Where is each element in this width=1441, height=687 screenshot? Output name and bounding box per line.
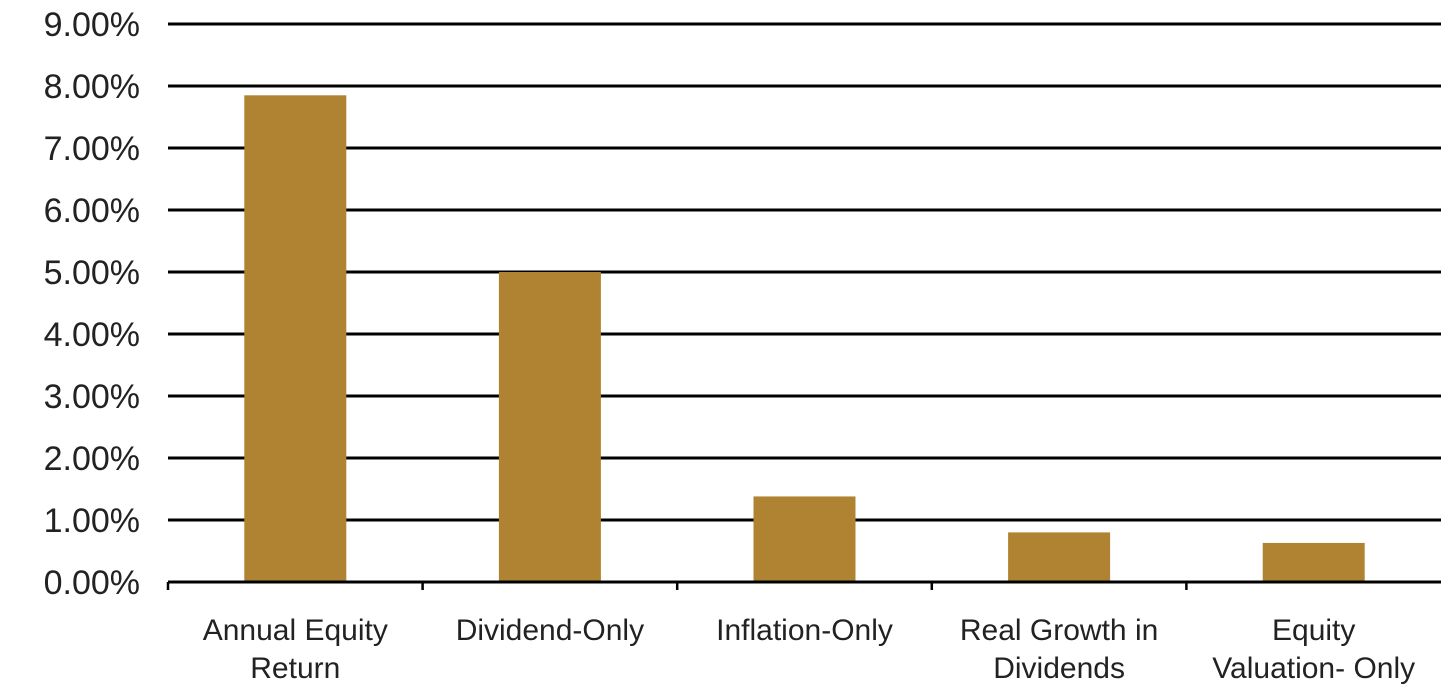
y-tick-label: 6.00% [44, 192, 140, 230]
x-category-label: Real Growth in Dividends [960, 614, 1158, 685]
y-tick-label: 9.00% [44, 6, 140, 44]
bar [498, 272, 601, 582]
y-tick-label: 7.00% [44, 130, 140, 168]
x-category-label: Inflation-Only [716, 614, 893, 647]
bars [244, 95, 1365, 583]
x-axis [166, 580, 1441, 590]
y-tick-label: 5.00% [44, 254, 140, 292]
x-axis-category-labels: Annual Equity Return Dividend-Only Inflatio… [203, 614, 1415, 685]
bar [753, 496, 856, 582]
y-tick-label: 0.00% [44, 564, 140, 602]
bar [1008, 532, 1111, 582]
y-tick-label: 1.00% [44, 502, 140, 540]
y-tick-label: 3.00% [44, 378, 140, 416]
y-tick-label: 2.00% [44, 440, 140, 478]
y-axis-tick-labels: 0.00% 1.00% 2.00% 3.00% 4.00% 5.00% 6.00% 7.00%… [44, 6, 140, 602]
y-tick-label: 8.00% [44, 68, 140, 106]
bar [1262, 542, 1365, 582]
gridlines [168, 22, 1441, 522]
y-tick-label: 4.00% [44, 316, 140, 354]
x-category-label: Annual Equity Return [203, 614, 388, 685]
bar [244, 95, 347, 583]
x-category-label: Dividend-Only [456, 614, 644, 647]
x-category-label: Equity Valuation- Only [1212, 614, 1415, 685]
